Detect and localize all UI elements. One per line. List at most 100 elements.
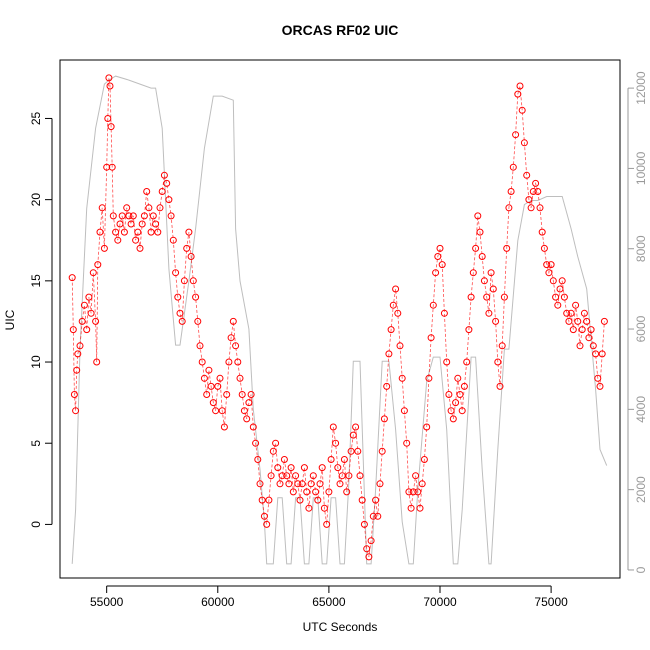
data-point — [83, 326, 91, 334]
data-point — [532, 179, 540, 187]
data-point — [287, 464, 295, 472]
data-point — [245, 399, 253, 407]
data-point — [76, 342, 84, 350]
data-point — [285, 480, 293, 488]
data-point — [125, 212, 133, 220]
data-point — [232, 342, 240, 350]
data-point — [327, 456, 335, 463]
data-point — [318, 464, 326, 472]
data-point — [443, 358, 451, 366]
data-point — [563, 309, 571, 317]
data-point — [480, 277, 488, 285]
data-point — [507, 188, 515, 195]
data-point — [427, 334, 435, 342]
data-point — [147, 228, 155, 236]
data-point — [294, 480, 302, 488]
data-point — [594, 374, 602, 382]
data-point — [500, 293, 508, 301]
y2-tick-label: 10000 — [634, 151, 648, 185]
data-point — [98, 204, 106, 212]
data-point — [238, 391, 246, 398]
data-point — [596, 382, 604, 390]
data-point — [565, 317, 573, 325]
data-point — [449, 415, 457, 423]
data-point — [254, 456, 262, 463]
data-point — [240, 407, 248, 415]
data-point — [329, 423, 337, 431]
plot-frame — [59, 59, 621, 579]
data-point — [265, 496, 273, 504]
data-point — [420, 456, 428, 463]
data-point — [558, 277, 566, 285]
data-point — [298, 480, 306, 488]
data-point — [540, 244, 548, 252]
data-point — [109, 212, 117, 220]
data-point — [352, 423, 360, 431]
data-point — [267, 472, 275, 480]
data-point — [220, 423, 228, 431]
data-point — [434, 253, 442, 260]
y2-tick-label: 2000 — [634, 476, 648, 503]
data-point — [545, 269, 553, 277]
data-point — [243, 415, 251, 423]
data-point — [92, 317, 100, 325]
data-point — [385, 350, 393, 358]
data-point — [183, 244, 191, 252]
data-point — [343, 488, 351, 496]
data-point — [289, 488, 297, 496]
data-point — [429, 301, 437, 309]
data-point — [554, 301, 562, 309]
data-point — [447, 407, 455, 415]
data-point — [392, 285, 400, 293]
data-point — [543, 261, 551, 269]
data-point — [258, 496, 266, 504]
x-tick-label: 55000 — [90, 595, 124, 609]
data-point — [547, 261, 555, 269]
data-point — [307, 480, 315, 488]
data-point — [585, 334, 593, 342]
data-point — [93, 358, 101, 366]
data-point — [345, 472, 353, 480]
data-point — [332, 439, 340, 447]
data-point — [218, 407, 226, 415]
data-point — [189, 277, 197, 285]
data-point — [549, 277, 557, 285]
y2-tick-label: 8000 — [634, 235, 648, 262]
data-point — [425, 374, 433, 382]
data-point — [69, 326, 77, 334]
data-point — [249, 423, 257, 431]
data-point — [467, 293, 475, 301]
data-point — [165, 196, 173, 204]
chart-title: ORCAS RF02 UIC — [282, 22, 399, 38]
data-point — [205, 366, 213, 374]
y-tick-label: 20 — [29, 193, 43, 207]
data-point — [556, 285, 564, 293]
data-point — [176, 309, 184, 317]
data-point — [567, 309, 575, 317]
data-point — [456, 391, 464, 398]
data-point — [114, 236, 122, 244]
data-point — [369, 512, 377, 520]
data-point — [118, 212, 126, 220]
data-point — [112, 228, 120, 236]
data-point — [229, 317, 237, 325]
data-point — [487, 269, 495, 277]
data-point — [169, 236, 177, 244]
data-point — [85, 293, 93, 301]
data-point — [104, 115, 112, 122]
data-point — [192, 293, 200, 301]
x-tick-label: 70000 — [423, 595, 457, 609]
data-point — [372, 496, 380, 504]
data-point — [305, 504, 313, 512]
data-point — [492, 317, 500, 325]
data-point — [483, 293, 491, 301]
data-point — [167, 212, 175, 220]
data-point — [367, 537, 375, 545]
data-point — [576, 342, 584, 350]
data-point — [376, 480, 384, 488]
data-point — [578, 326, 586, 334]
data-point — [512, 131, 520, 139]
data-point — [454, 374, 462, 382]
data-point — [592, 350, 600, 358]
data-point — [587, 326, 595, 334]
